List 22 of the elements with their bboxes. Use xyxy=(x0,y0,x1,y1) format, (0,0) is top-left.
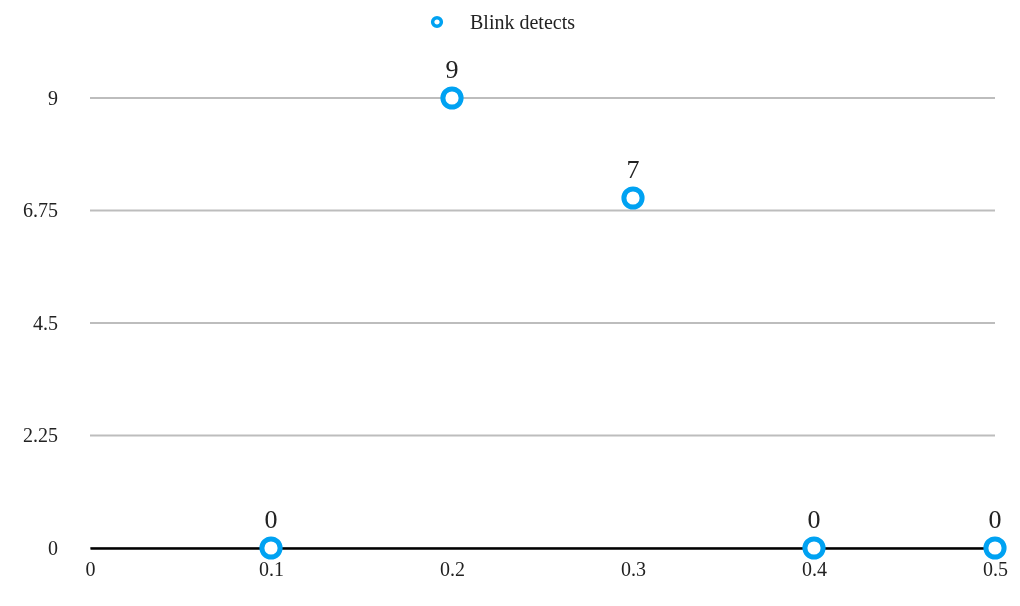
data-label: 7 xyxy=(626,155,640,184)
x-tick-label: 0.5 xyxy=(983,558,1008,581)
point xyxy=(802,536,826,560)
y-tick-label: 0 xyxy=(48,536,58,559)
x-tick-label: 0.2 xyxy=(440,558,465,581)
data-label: 9 xyxy=(445,55,459,84)
y-tick-label: 9 xyxy=(48,86,58,109)
point xyxy=(440,86,464,110)
data-label: 0 xyxy=(264,505,278,534)
data-label: 0 xyxy=(988,505,1002,534)
y-tick-label: 2.25 xyxy=(23,424,58,447)
x-tick-label: 0.3 xyxy=(621,558,646,581)
point xyxy=(259,536,283,560)
x-tick-label: 0 xyxy=(85,558,96,581)
y-tick-label: 6.75 xyxy=(23,199,58,222)
y-tick-label: 4.5 xyxy=(33,311,58,334)
x-tick-label: 0.4 xyxy=(802,558,827,581)
legend-label: Blink detects xyxy=(470,11,576,33)
point xyxy=(621,186,645,210)
point xyxy=(983,536,1007,560)
x-tick-label: 0.1 xyxy=(259,558,284,581)
data-label: 0 xyxy=(807,505,821,534)
